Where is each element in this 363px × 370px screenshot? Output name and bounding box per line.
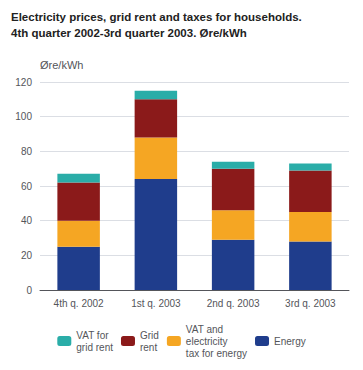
- svg-text:60: 60: [21, 181, 33, 192]
- svg-text:80: 80: [21, 146, 33, 157]
- svg-text:rent: rent: [140, 342, 157, 353]
- svg-text:1st q. 2003: 1st q. 2003: [131, 298, 181, 309]
- svg-text:120: 120: [15, 77, 32, 88]
- svg-text:grid rent: grid rent: [76, 342, 113, 353]
- svg-text:VAT for: VAT for: [76, 330, 109, 341]
- svg-text:3rd q. 2003: 3rd q. 2003: [285, 298, 336, 309]
- svg-text:Øre/kWh: Øre/kWh: [40, 59, 83, 71]
- svg-text:100: 100: [15, 111, 32, 122]
- svg-text:0: 0: [26, 285, 32, 296]
- svg-text:40: 40: [21, 215, 33, 226]
- svg-text:Electricity prices, grid rent: Electricity prices, grid rent and taxes …: [11, 11, 302, 23]
- svg-text:VAT and: VAT and: [186, 324, 223, 335]
- svg-text:Grid: Grid: [140, 330, 159, 341]
- svg-text:Energy: Energy: [274, 336, 306, 347]
- svg-text:electricity: electricity: [186, 336, 228, 347]
- svg-text:4th q. 2002: 4th q. 2002: [54, 298, 104, 309]
- svg-text:4th quarter 2002-3rd quarter 2: 4th quarter 2002-3rd quarter 2003. Øre/k…: [11, 27, 247, 39]
- svg-text:2nd q. 2003: 2nd q. 2003: [207, 298, 260, 309]
- svg-text:tax for energy: tax for energy: [186, 348, 247, 359]
- svg-text:20: 20: [21, 250, 33, 261]
